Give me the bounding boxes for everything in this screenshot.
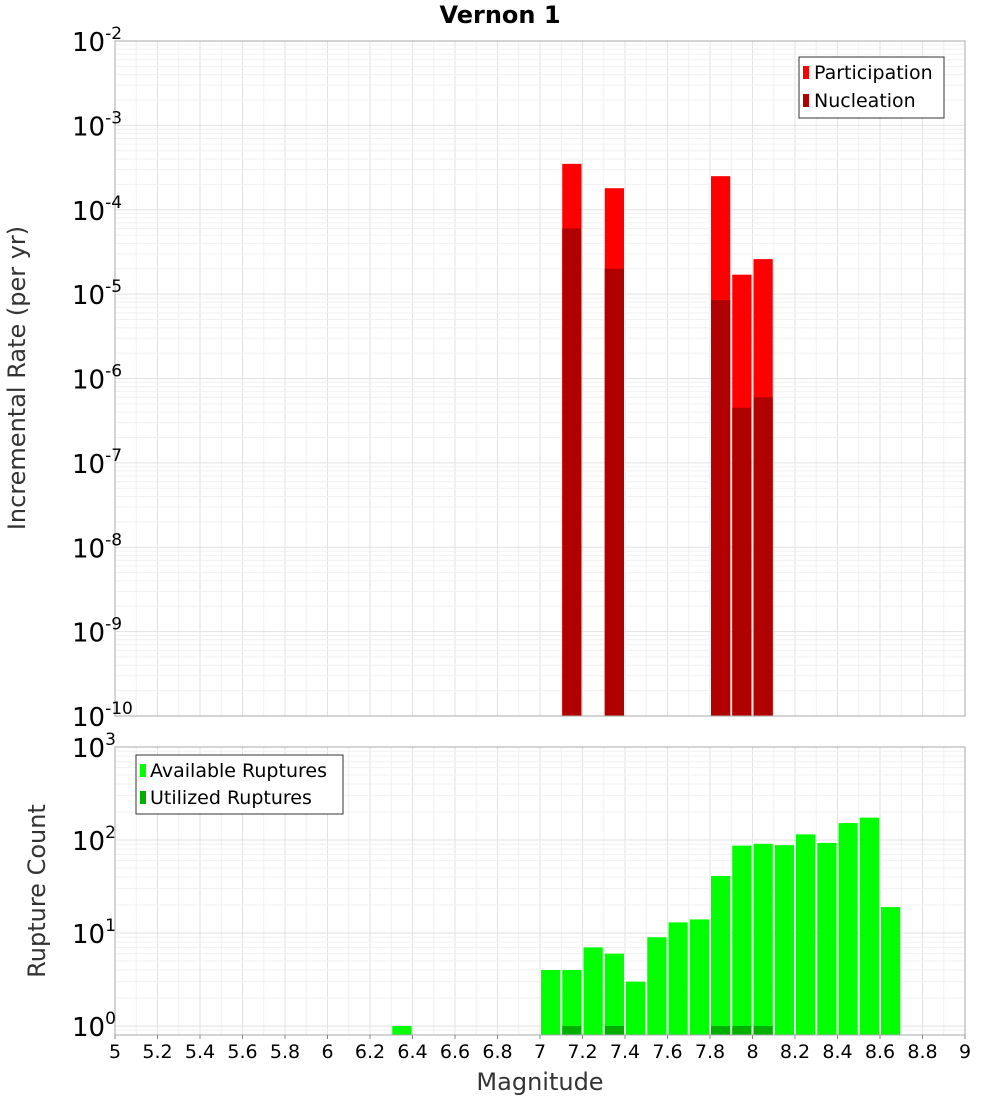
y-tick-label: 101 bbox=[72, 916, 116, 950]
top-y-axis-title: Incremental Rate (per yr) bbox=[3, 226, 31, 530]
y-tick-label: 10-3 bbox=[72, 108, 122, 142]
y-tick-label: 10-9 bbox=[72, 615, 122, 649]
top-legend: Participation Nucleation bbox=[798, 56, 945, 119]
nucleation-bar bbox=[604, 268, 624, 716]
x-axis-title: Magnitude bbox=[476, 1068, 603, 1096]
x-tick-label: 6.6 bbox=[440, 1041, 470, 1063]
x-tick-label: 7.8 bbox=[695, 1041, 725, 1063]
available-ruptures-bar bbox=[647, 937, 667, 1035]
available-ruptures-bars bbox=[392, 817, 901, 1035]
available-ruptures-bar bbox=[626, 981, 646, 1035]
utilized-ruptures-bar bbox=[562, 1025, 582, 1035]
legend-label-nucleation: Nucleation bbox=[814, 90, 916, 112]
x-tick-label: 6.8 bbox=[482, 1041, 512, 1063]
y-tick-label: 10-2 bbox=[72, 24, 122, 58]
x-tick-label: 6.4 bbox=[397, 1041, 427, 1063]
y-tick-label: 10-5 bbox=[72, 277, 122, 311]
top-plot-grid bbox=[115, 41, 965, 716]
x-tick-label: 8.2 bbox=[780, 1041, 810, 1063]
x-tick-label: 8.8 bbox=[907, 1041, 937, 1063]
available-ruptures-bar bbox=[562, 969, 582, 1035]
x-tick-label: 8.4 bbox=[822, 1041, 852, 1063]
x-tick-label: 8.6 bbox=[865, 1041, 895, 1063]
y-tick-label: 10-6 bbox=[72, 362, 122, 396]
available-ruptures-bar bbox=[583, 947, 603, 1035]
available-ruptures-bar bbox=[753, 843, 773, 1035]
available-ruptures-bar bbox=[732, 845, 752, 1035]
bottom-legend-box bbox=[135, 754, 344, 815]
legend-swatch-available bbox=[140, 764, 146, 777]
legend-swatch-participation bbox=[803, 66, 809, 79]
x-tick-label: 6.2 bbox=[355, 1041, 385, 1063]
available-ruptures-bar bbox=[774, 845, 794, 1035]
top-legend-box bbox=[798, 56, 945, 119]
x-tick-label: 5.2 bbox=[142, 1041, 172, 1063]
x-tick-label: 9 bbox=[959, 1041, 971, 1063]
x-tick-label: 5.4 bbox=[185, 1041, 215, 1063]
utilized-ruptures-bars bbox=[562, 1025, 773, 1035]
rupture-count-plot: 100 101 102 103 Rupture Count Available Rup… bbox=[23, 730, 971, 1096]
utilized-ruptures-bar bbox=[711, 1025, 731, 1035]
legend-label-utilized: Utilized Ruptures bbox=[150, 787, 312, 809]
utilized-ruptures-bar bbox=[753, 1025, 773, 1035]
y-tick-label: 100 bbox=[72, 1009, 116, 1043]
top-y-tick-labels: 10-10 10-9 10-8 10-7 10-6 10-5 10-4 10-3 10-2 bbox=[72, 24, 133, 733]
y-tick-label: 102 bbox=[72, 823, 116, 857]
y-tick-label: 10-4 bbox=[72, 193, 122, 227]
top-plot-frame bbox=[114, 40, 966, 717]
x-tick-label: 5.6 bbox=[227, 1041, 257, 1063]
available-ruptures-bar bbox=[796, 834, 816, 1035]
available-ruptures-bar bbox=[838, 823, 858, 1035]
legend-swatch-nucleation bbox=[803, 94, 809, 107]
chart-title: Vernon 1 bbox=[439, 1, 560, 29]
x-tick-label: 7.2 bbox=[567, 1041, 597, 1063]
nucleation-bar bbox=[711, 300, 731, 716]
nucleation-bar bbox=[732, 407, 752, 716]
legend-label-available: Available Ruptures bbox=[150, 760, 327, 782]
nucleation-bar bbox=[562, 228, 582, 716]
bottom-y-tick-labels: 100 101 102 103 bbox=[72, 730, 116, 1043]
available-ruptures-bar bbox=[711, 876, 731, 1035]
available-ruptures-bar bbox=[668, 922, 688, 1035]
x-tick-label: 7 bbox=[534, 1041, 546, 1063]
available-ruptures-bar bbox=[604, 953, 624, 1035]
y-tick-label: 103 bbox=[72, 730, 116, 764]
x-tick-label: 7.4 bbox=[610, 1041, 640, 1063]
utilized-ruptures-bar bbox=[604, 1025, 624, 1035]
nucleation-bars bbox=[562, 228, 773, 716]
x-tick-labels: 5 5.2 5.4 5.6 5.8 6 6.2 6.4 6.6 6.8 7 7.2 7.4 7.6 7.8 8… bbox=[109, 1035, 971, 1063]
x-tick-label: 5 bbox=[109, 1041, 121, 1063]
x-tick-label: 6 bbox=[321, 1041, 333, 1063]
available-ruptures-bar bbox=[541, 969, 561, 1035]
nucleation-bar bbox=[753, 397, 773, 716]
y-tick-label: 10-8 bbox=[72, 530, 122, 564]
x-tick-label: 7.6 bbox=[652, 1041, 682, 1063]
available-ruptures-bar bbox=[881, 907, 901, 1035]
y-tick-label: 10-10 bbox=[72, 699, 133, 733]
x-tick-label: 8 bbox=[746, 1041, 758, 1063]
utilized-ruptures-bar bbox=[732, 1025, 752, 1035]
available-ruptures-bar bbox=[817, 842, 837, 1035]
incremental-rate-plot: 10-10 10-9 10-8 10-7 10-6 10-5 10-4 10-3 10-2 In… bbox=[3, 24, 966, 733]
available-ruptures-bar bbox=[392, 1025, 412, 1035]
available-ruptures-bar bbox=[859, 817, 879, 1035]
legend-swatch-utilized bbox=[140, 791, 146, 804]
bottom-legend: Available Ruptures Utilized Ruptures bbox=[135, 754, 344, 815]
y-tick-label: 10-7 bbox=[72, 446, 122, 480]
bottom-y-axis-title: Rupture Count bbox=[23, 804, 51, 978]
x-tick-label: 5.8 bbox=[270, 1041, 300, 1063]
available-ruptures-bar bbox=[689, 919, 709, 1035]
legend-label-participation: Participation bbox=[814, 62, 933, 84]
